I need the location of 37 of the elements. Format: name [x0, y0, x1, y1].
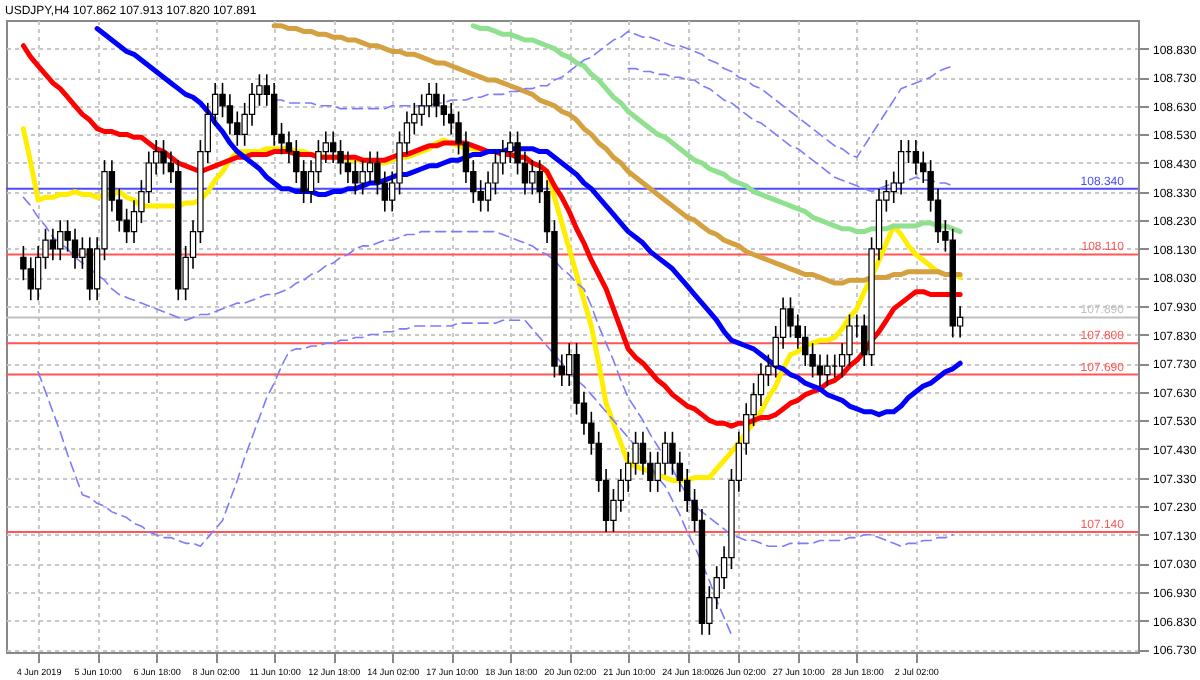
candlestick — [897, 139, 905, 196]
candlestick — [359, 159, 366, 196]
candlestick — [912, 139, 920, 176]
candlestick — [433, 82, 440, 119]
candlestick — [447, 102, 455, 136]
candlestick — [130, 199, 138, 244]
candlestick — [366, 150, 374, 184]
candlestick — [499, 139, 507, 176]
line-series — [22, 196, 954, 547]
candlestick — [824, 353, 831, 387]
candlestick — [248, 82, 256, 127]
candlestick — [462, 130, 470, 184]
candlestick — [160, 139, 167, 176]
candlestick — [425, 82, 433, 119]
candlestick — [322, 130, 329, 164]
line-series — [470, 23, 963, 235]
candlestick — [329, 130, 337, 164]
candlestick — [27, 256, 34, 302]
candlestick — [521, 150, 529, 196]
candlestick — [270, 82, 278, 147]
candlestick — [307, 159, 315, 204]
candlestick — [639, 431, 647, 476]
candlestick — [757, 362, 765, 407]
line-series — [273, 30, 954, 159]
candlestick — [381, 170, 388, 213]
candlestick — [352, 159, 359, 196]
line-series — [37, 319, 733, 636]
candlestick — [337, 139, 344, 176]
candlestick — [816, 353, 824, 387]
candlestick — [440, 93, 448, 127]
candlestick — [529, 159, 536, 196]
candlestick — [57, 219, 64, 262]
line-series — [271, 23, 963, 286]
candlestick — [484, 170, 492, 213]
candlestick — [86, 236, 93, 302]
candlestick — [71, 227, 79, 270]
candlestick — [34, 245, 42, 302]
